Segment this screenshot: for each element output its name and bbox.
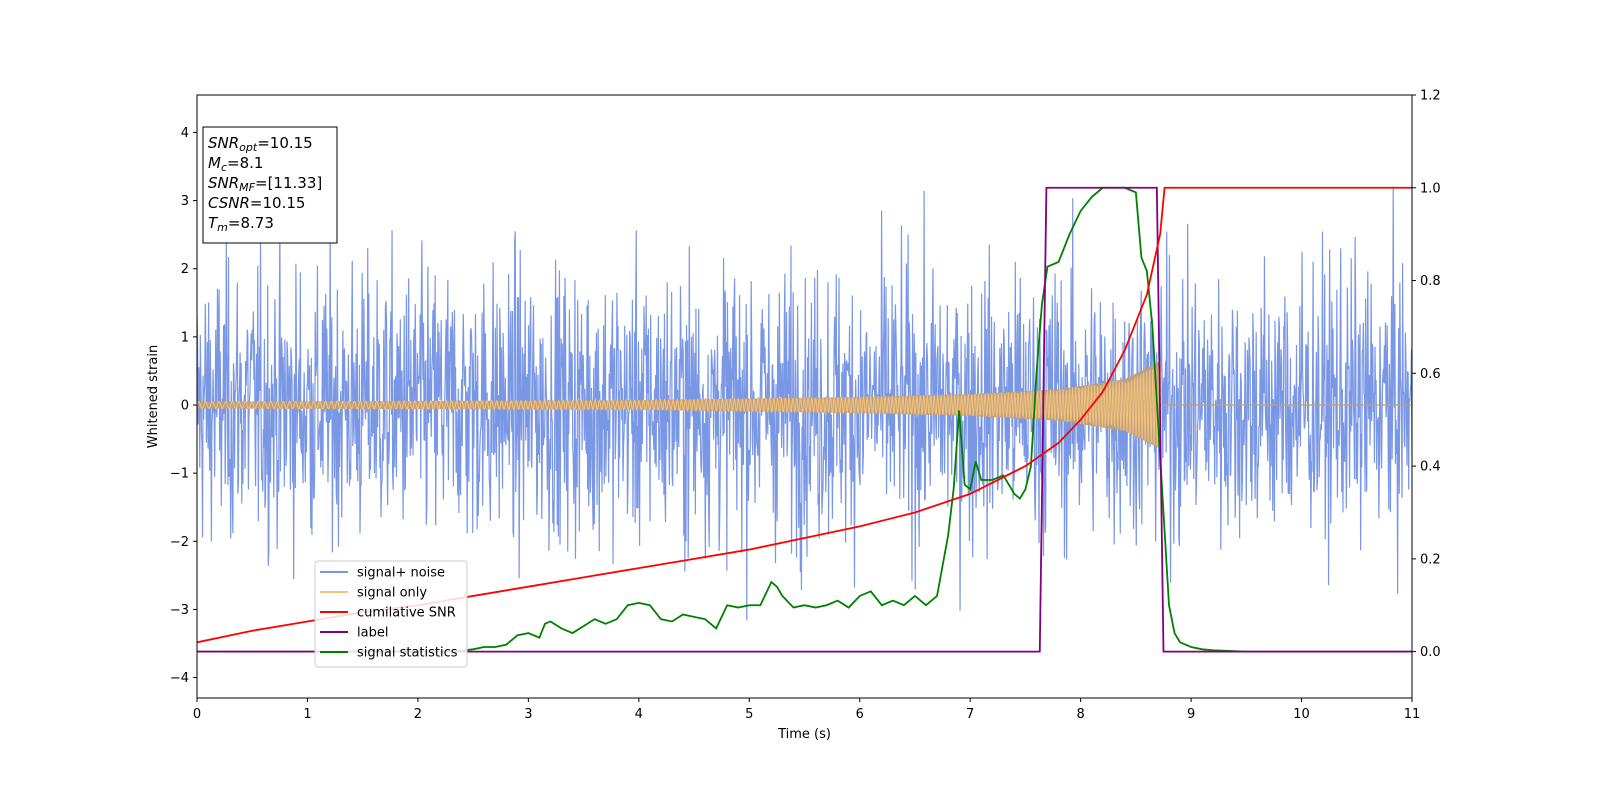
legend-entry-label: cumilative SNR [357, 606, 456, 621]
x-tick-label: 9 [1187, 707, 1195, 722]
info-annotation-box: SNRopt=10.15Mc=8.1SNRMF=[11.33]CSNR=10.1… [202, 126, 338, 244]
y2-tick-label: 0.6 [1420, 367, 1441, 382]
legend-entry-label: signal+ noise [357, 566, 445, 581]
info-line: CSNR=10.15 [208, 194, 305, 212]
y2-tick-label: 0.2 [1420, 552, 1441, 567]
y2-tick-label: 1.2 [1420, 89, 1441, 104]
x-tick-label: 10 [1293, 707, 1310, 722]
series-signal-statistics-line [197, 186, 1412, 653]
x-tick-label: 1 [303, 707, 311, 722]
info-line: SNRMF=[11.33] [208, 174, 322, 194]
info-line: Mc=8.1 [208, 154, 263, 174]
series-signal-only-envelope [197, 360, 1162, 450]
series-signal-only-line [197, 367, 1162, 449]
legend-frame [314, 560, 468, 668]
y-tick-label: 3 [181, 194, 189, 209]
y2-tick-label: 0.0 [1420, 645, 1441, 660]
legend-entry-label: signal statistics [357, 646, 458, 661]
y2-tick-label: 0.4 [1420, 460, 1441, 475]
info-line: Tm=8.73 [208, 214, 274, 234]
x-tick-label: 2 [414, 707, 422, 722]
x-tick-label: 0 [193, 707, 201, 722]
y-tick-label: −1 [170, 467, 189, 482]
x-tick-label: 5 [745, 707, 753, 722]
y2-tick-label: 1.0 [1420, 181, 1441, 196]
y-tick-label: −3 [170, 603, 189, 618]
legend-entry-label: signal only [357, 586, 427, 601]
series-label-line [197, 186, 1412, 653]
legend-entry-label: label [357, 626, 388, 641]
x-axis-label: Time (s) [777, 727, 831, 742]
x-tick-label: 3 [524, 707, 532, 722]
y-tick-label: 0 [181, 399, 189, 414]
info-line: SNRopt=10.15 [208, 134, 313, 154]
x-tick-label: 8 [1076, 707, 1084, 722]
y-tick-label: 4 [181, 126, 189, 141]
x-tick-label: 6 [856, 707, 864, 722]
y-tick-label: 2 [181, 262, 189, 277]
y-axis-label: Whitened strain [146, 345, 161, 448]
x-tick-label: 11 [1404, 707, 1421, 722]
axes-frame [196, 94, 1413, 699]
info-box-frame [202, 126, 338, 244]
y-tick-label: 1 [181, 330, 189, 345]
x-tick-label: 7 [966, 707, 974, 722]
series-signal-noise-line [197, 186, 1412, 621]
y-tick-label: −2 [170, 535, 189, 550]
y-tick-label: −4 [170, 671, 189, 686]
ticks: 0 1 2 3 4 5 6 7 8 9 10 11 −4 −3 −2 −1 0 1 2 3 4 0.0 0.2 0.4 0.6 0… [170, 89, 1441, 723]
legend: signal+ noise signal only cumilative SNR la… [314, 560, 468, 668]
y2-tick-label: 0.8 [1420, 274, 1441, 289]
x-tick-label: 4 [635, 707, 643, 722]
